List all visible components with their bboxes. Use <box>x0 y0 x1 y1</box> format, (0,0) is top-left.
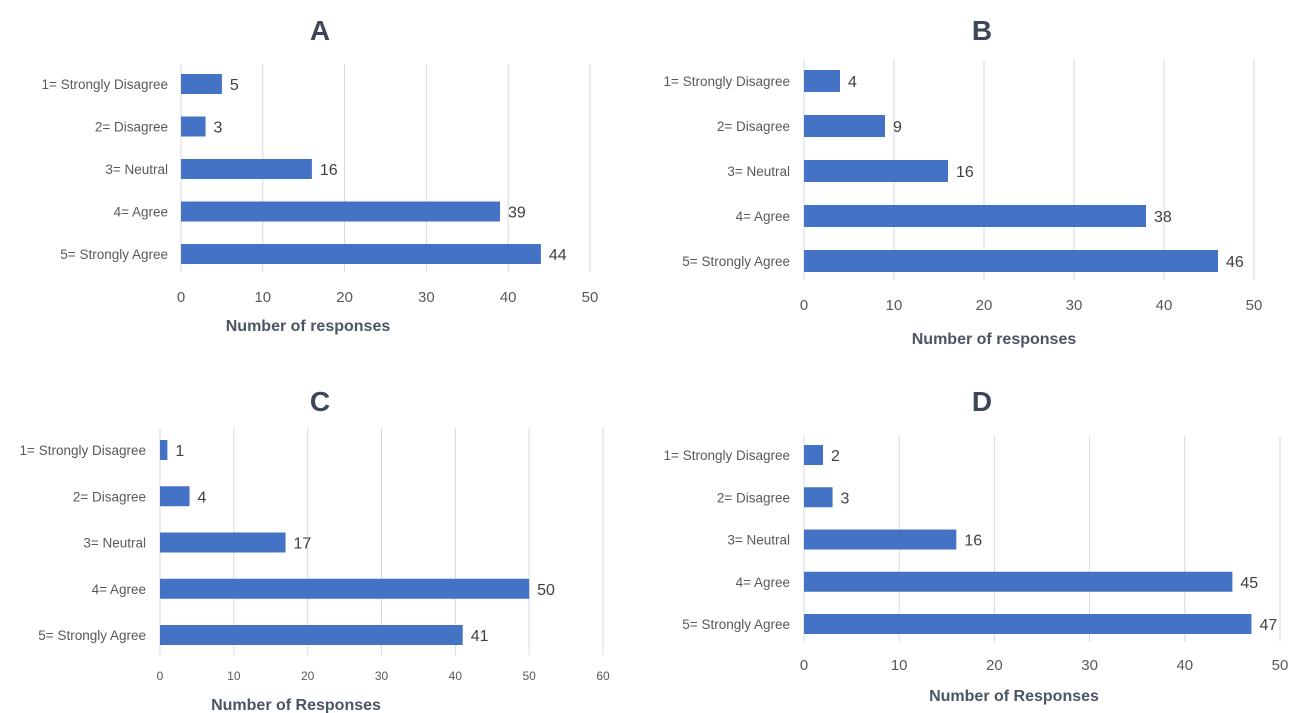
category-label: 2= Disagree <box>73 489 146 504</box>
x-tick-label: 40 <box>500 289 517 306</box>
panel-b: B 1= Strongly Disagree 4 2= Disagree 9 3= Neu… <box>664 15 1263 348</box>
x-axis-title: Number of Responses <box>929 688 1099 705</box>
category-label: 5= Strongly Agree <box>682 617 790 632</box>
data-label: 47 <box>1259 617 1277 634</box>
x-tick-label: 30 <box>375 669 389 683</box>
x-tick-label: 0 <box>800 657 808 674</box>
chart-title: C <box>310 386 330 417</box>
category-label: 1= Strongly Disagree <box>20 443 146 458</box>
bar <box>160 532 286 553</box>
data-label: 3 <box>841 490 850 507</box>
data-label: 44 <box>549 247 567 264</box>
x-tick-label: 10 <box>254 289 271 306</box>
x-tick-label: 30 <box>418 289 435 306</box>
bar <box>804 614 1252 634</box>
data-label: 16 <box>964 533 982 550</box>
category-label: 3= Neutral <box>105 162 168 177</box>
data-label: 39 <box>508 205 526 222</box>
x-tick-label: 20 <box>986 657 1003 674</box>
x-tick-label: 50 <box>582 289 599 306</box>
category-label: 4= Agree <box>736 209 790 224</box>
bar <box>804 115 885 137</box>
category-label: 4= Agree <box>92 582 146 597</box>
bar <box>160 486 190 507</box>
bar <box>804 487 833 508</box>
category-label: 5= Strongly Agree <box>60 247 168 262</box>
category-label: 1= Strongly Disagree <box>664 74 790 89</box>
bar <box>181 74 222 94</box>
data-label: 41 <box>471 628 489 645</box>
data-label: 46 <box>1226 254 1244 271</box>
x-tick-label: 60 <box>596 669 610 683</box>
x-tick-label: 0 <box>157 669 164 683</box>
bar <box>804 445 824 465</box>
bar <box>804 160 948 182</box>
x-tick-label: 50 <box>1246 297 1263 314</box>
category-label: 4= Agree <box>736 575 790 590</box>
data-label: 16 <box>956 164 974 181</box>
category-label: 1= Strongly Disagree <box>42 77 168 92</box>
data-label: 45 <box>1240 575 1258 592</box>
category-label: 1= Strongly Disagree <box>664 448 790 463</box>
x-tick-label: 20 <box>301 669 315 683</box>
category-label: 2= Disagree <box>717 119 790 134</box>
x-tick-label: 20 <box>976 297 993 314</box>
data-label: 2 <box>831 448 840 465</box>
bar <box>804 571 1233 592</box>
x-tick-label: 40 <box>1156 297 1173 314</box>
data-label: 50 <box>537 582 555 599</box>
category-label: 3= Neutral <box>83 536 146 551</box>
x-tick-label: 10 <box>891 657 908 674</box>
x-tick-label: 50 <box>522 669 536 683</box>
x-tick-label: 40 <box>449 669 463 683</box>
x-tick-label: 30 <box>1066 297 1083 314</box>
x-axis-title: Number of responses <box>912 331 1077 348</box>
data-label: 9 <box>893 119 902 136</box>
category-label: 5= Strongly Agree <box>38 628 146 643</box>
x-tick-label: 40 <box>1176 657 1193 674</box>
x-tick-label: 10 <box>886 297 903 314</box>
data-label: 5 <box>230 77 239 94</box>
data-label: 38 <box>1154 209 1172 226</box>
bar <box>804 529 957 550</box>
bar <box>181 201 501 222</box>
data-label: 16 <box>320 162 338 179</box>
bar <box>160 440 168 460</box>
panel-d: D 1= Strongly Disagree 2 2= Disagree 3 3= Neu… <box>664 386 1289 705</box>
panel-c: C 1= Strongly Disagree 1 2= Disagree 4 3= Neu… <box>20 386 610 713</box>
x-tick-label: 20 <box>336 289 353 306</box>
data-label: 3 <box>214 120 223 137</box>
category-label: 2= Disagree <box>95 120 168 135</box>
category-label: 3= Neutral <box>727 164 790 179</box>
x-tick-label: 0 <box>800 297 808 314</box>
bar <box>181 244 541 264</box>
panel-a: A 1= Strongly Disagree 5 2= Disagree 3 3= Neu… <box>42 15 599 335</box>
x-tick-label: 30 <box>1081 657 1098 674</box>
data-label: 17 <box>294 536 312 553</box>
bar <box>181 116 206 137</box>
chart-title: B <box>972 15 992 46</box>
x-axis-title: Number of Responses <box>211 697 381 713</box>
category-label: 5= Strongly Agree <box>682 254 790 269</box>
x-tick-label: 50 <box>1272 657 1289 674</box>
category-label: 3= Neutral <box>727 533 790 548</box>
bar <box>804 205 1146 227</box>
x-tick-label: 0 <box>177 289 185 306</box>
bar <box>160 578 530 599</box>
chart-title: A <box>310 15 330 46</box>
category-label: 2= Disagree <box>717 490 790 505</box>
x-tick-label: 10 <box>227 669 241 683</box>
bar <box>181 159 312 179</box>
bar <box>804 70 840 92</box>
bar <box>160 625 463 645</box>
bar <box>804 250 1218 272</box>
x-axis-title: Number of responses <box>226 318 391 335</box>
data-label: 4 <box>848 74 857 91</box>
chart-title: D <box>972 386 992 417</box>
data-label: 4 <box>198 489 207 506</box>
data-label: 1 <box>175 443 184 460</box>
category-label: 4= Agree <box>114 205 168 220</box>
